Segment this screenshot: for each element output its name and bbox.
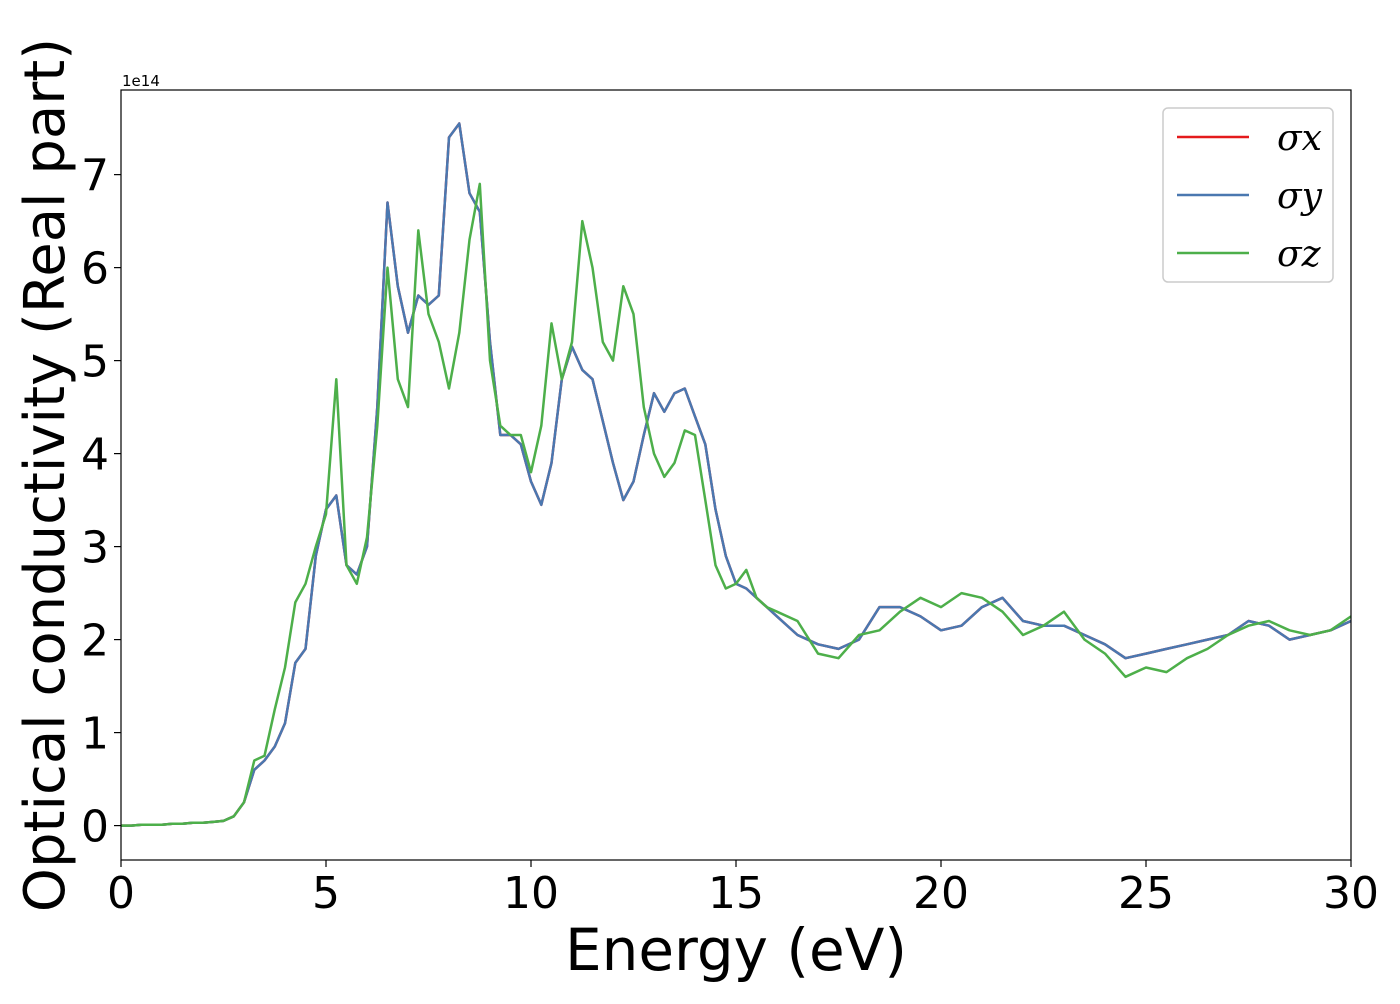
y-tick-label: 2 <box>81 616 109 667</box>
legend-label: σz <box>1277 234 1322 275</box>
x-axis-label: Energy (eV) <box>565 916 907 984</box>
y-tick-label: 4 <box>81 430 109 481</box>
y-tick-label: 3 <box>81 523 109 574</box>
series-line <box>121 182 1351 827</box>
y-axis-label: Optical conductivity (Real part) <box>13 38 78 912</box>
y-tick-label: 7 <box>81 151 109 202</box>
legend-label: σx <box>1277 118 1322 159</box>
y-tick-label: 6 <box>81 244 109 295</box>
offset-label: 1e14 <box>122 72 160 90</box>
y-tick-label: 1 <box>81 709 109 760</box>
y-tick-label: 5 <box>81 337 109 388</box>
series-line <box>121 122 1351 827</box>
x-tick-label: 25 <box>1118 868 1174 919</box>
x-tick-label: 15 <box>708 868 764 919</box>
x-tick-label: 20 <box>913 868 969 919</box>
x-tick-label: 0 <box>107 868 135 919</box>
x-tick-label: 30 <box>1323 868 1379 919</box>
legend-label: σy <box>1277 176 1323 217</box>
plot-frame <box>120 89 1352 861</box>
y-tick-label: 0 <box>81 802 109 853</box>
x-tick-label: 5 <box>312 868 340 919</box>
x-tick-label: 10 <box>503 868 559 919</box>
